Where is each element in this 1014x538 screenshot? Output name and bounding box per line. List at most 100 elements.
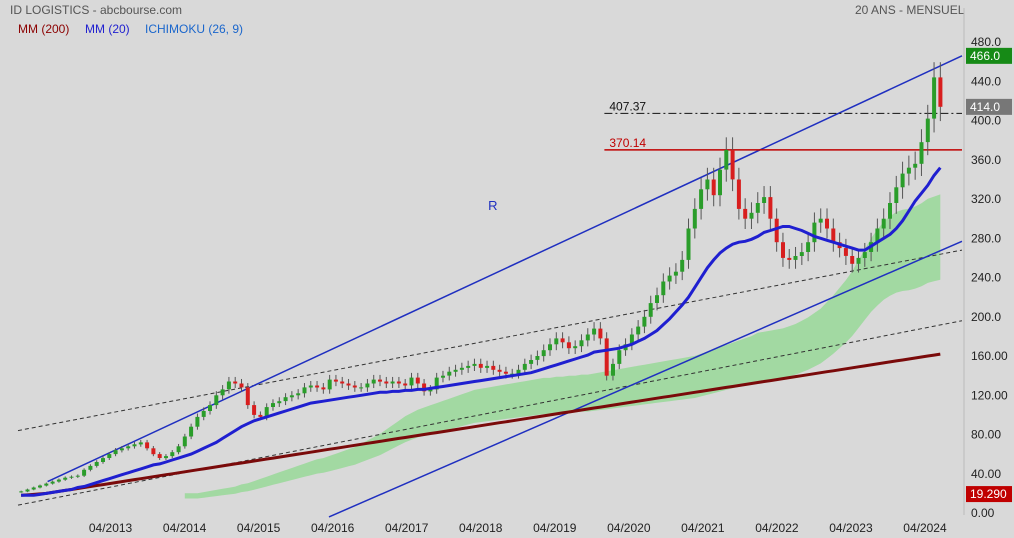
candle	[843, 248, 848, 256]
candle	[692, 208, 697, 229]
x-tick-label: 04/2016	[311, 521, 355, 535]
candle	[560, 338, 565, 343]
candle	[101, 458, 105, 462]
y-tick-label: 160.00	[971, 349, 1008, 363]
x-tick-label: 04/2024	[903, 521, 947, 535]
candle	[94, 462, 99, 466]
candle	[585, 334, 590, 341]
candle	[705, 179, 710, 190]
candle	[315, 385, 320, 388]
legend-mm200[interactable]: MM (200)	[18, 22, 70, 36]
channel-lower-line	[328, 240, 963, 518]
price-badge-label: 414.0	[970, 100, 1000, 114]
candle	[598, 328, 603, 339]
candle	[768, 197, 773, 219]
candle	[799, 252, 804, 256]
candle	[711, 179, 716, 196]
candle	[208, 405, 212, 411]
candle	[164, 456, 168, 459]
candle	[182, 436, 187, 447]
candle	[491, 365, 496, 370]
candle	[485, 365, 490, 368]
candle	[170, 452, 175, 457]
candle	[541, 350, 546, 357]
candle	[289, 395, 294, 398]
y-tick-label: 280.0	[971, 231, 1001, 245]
candle	[31, 487, 36, 490]
candle	[365, 383, 370, 388]
candle	[667, 275, 672, 282]
candle	[736, 179, 741, 209]
candle	[913, 163, 918, 168]
candle	[390, 381, 395, 384]
candle	[642, 316, 647, 327]
candle	[384, 381, 389, 384]
candle	[340, 381, 345, 384]
y-tick-label: 80.00	[971, 428, 1001, 442]
candle	[579, 340, 584, 347]
candle	[38, 485, 42, 488]
candle	[44, 483, 49, 486]
candle	[119, 448, 124, 451]
candle	[258, 414, 263, 417]
candle	[453, 369, 458, 372]
candle	[673, 271, 678, 276]
candle	[825, 218, 829, 229]
channel-annotation: R	[488, 198, 497, 213]
dashed-trend-upper	[17, 249, 963, 432]
candle	[655, 295, 659, 303]
x-tick-label: 04/2013	[89, 521, 133, 535]
x-tick-label: 04/2019	[533, 521, 577, 535]
price-badge	[966, 98, 1012, 115]
candle	[906, 167, 911, 174]
channel-upper-line	[47, 55, 963, 483]
candle	[724, 150, 729, 170]
candle	[233, 381, 238, 384]
price-badge	[966, 486, 1012, 503]
dashed-trend-mid	[17, 320, 963, 506]
candle	[321, 387, 326, 390]
candle	[793, 256, 798, 260]
candle	[138, 442, 143, 445]
candle	[548, 344, 552, 351]
candle	[774, 218, 779, 243]
price-badge	[966, 47, 1012, 64]
candle	[661, 281, 666, 296]
candle	[157, 454, 162, 458]
candle	[938, 77, 943, 107]
candle	[447, 371, 452, 376]
x-tick-label: 04/2022	[755, 521, 799, 535]
candle	[346, 383, 351, 386]
candle	[554, 338, 559, 345]
candle	[862, 252, 867, 258]
candle	[787, 257, 792, 260]
candle	[88, 465, 93, 470]
candle	[566, 342, 571, 349]
price-badge-label: 466.0	[970, 49, 1000, 63]
candle	[359, 387, 364, 389]
y-tick-label: 360.0	[971, 153, 1001, 167]
candle	[63, 477, 68, 480]
y-tick-label: 0.00	[971, 506, 995, 520]
x-tick-label: 04/2021	[681, 521, 725, 535]
candle	[226, 381, 231, 390]
y-tick-label: 440.0	[971, 74, 1001, 88]
candle	[932, 77, 937, 119]
candle	[428, 389, 433, 392]
candle	[132, 444, 137, 447]
legend-ichimoku[interactable]: ICHIMOKU (26, 9)	[145, 22, 244, 36]
legend-mm20[interactable]: MM (20)	[85, 22, 130, 36]
candle	[176, 446, 181, 453]
candle	[19, 491, 24, 493]
candle	[856, 257, 861, 264]
candle	[434, 377, 439, 390]
candle	[812, 222, 817, 243]
candle	[308, 385, 313, 388]
candle	[636, 326, 641, 335]
candle	[617, 350, 622, 364]
chart-title: ID LOGISTICS - abcbourse.com	[10, 3, 183, 17]
candle	[56, 479, 61, 482]
candle	[352, 385, 357, 388]
candle	[611, 363, 615, 376]
